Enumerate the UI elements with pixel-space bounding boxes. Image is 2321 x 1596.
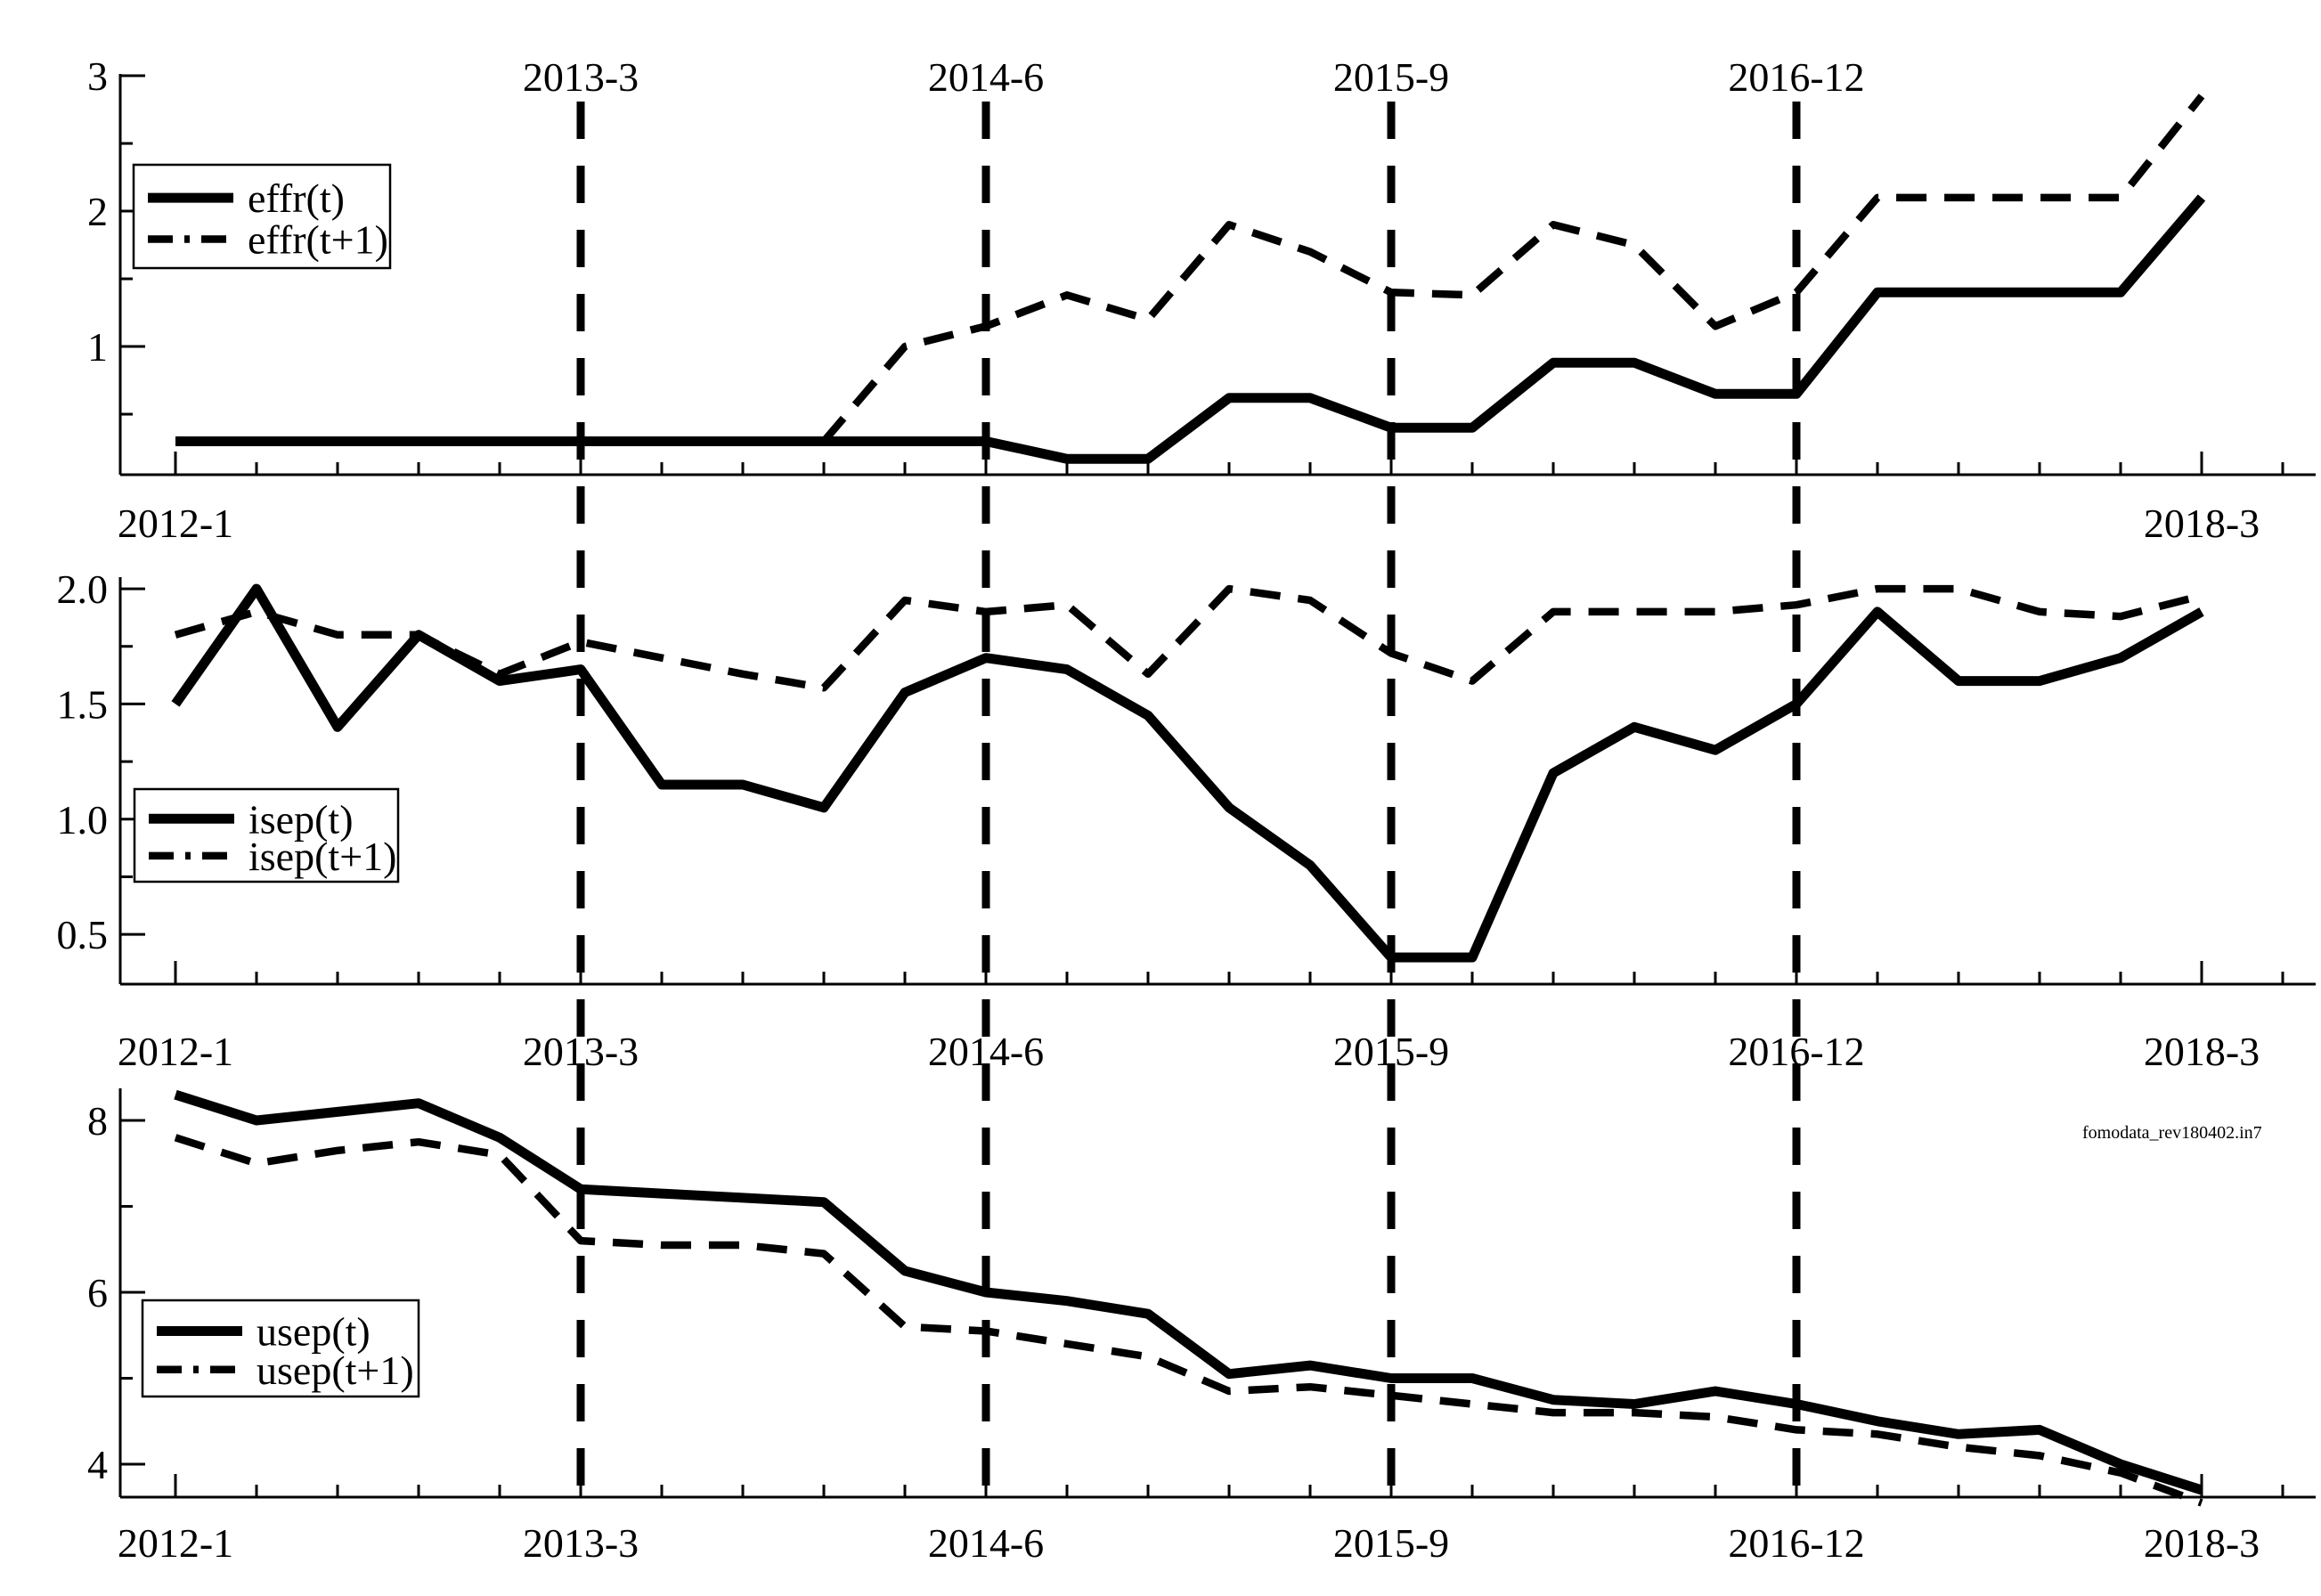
x-axis-label-rows: 2013-3 2014-6 2015-9 2016-12 2012-1 2018-3 201… [118, 54, 2260, 1566]
x-tick-label: 2018-3 [2144, 501, 2260, 546]
panel-effr: 1 2 3 effr(t)effr(t+1) [87, 53, 2316, 476]
x-tick-label: 2016-12 [1728, 1520, 1864, 1566]
x-tick-label: 2012-1 [118, 1029, 233, 1074]
y-tick-label: 1.5 [57, 681, 109, 727]
x-tick-label: 2018-3 [2144, 1520, 2260, 1566]
series-line-effr(t+1) [820, 94, 2205, 444]
legend-box [141, 1299, 420, 1398]
x-tick-label: 2014-6 [928, 1520, 1044, 1566]
y-tick-label: 2 [87, 189, 108, 234]
legend-label: effr(t) [248, 175, 345, 221]
x-tick-label: 2013-3 [523, 1029, 639, 1074]
legend-label: usep(t+1) [257, 1348, 414, 1393]
x-tick-label: 2015-9 [1333, 1520, 1449, 1566]
legend-isep: isep(t)isep(t+1) [133, 787, 400, 884]
x-tick-label: 2018-3 [2144, 1029, 2260, 1074]
y-tick-label: 0.5 [57, 912, 109, 957]
legend-box [132, 163, 392, 270]
x-tick-label: 2013-3 [523, 1520, 639, 1566]
panel-usep: 4 6 8 usep(t)usep(t+1) [87, 1088, 2316, 1507]
x-tick-label: 2016-12 [1728, 54, 1864, 100]
x-tick-label: 2015-9 [1333, 1029, 1449, 1074]
series-line-effr(t) [175, 194, 2206, 464]
x-tick-label: 2012-1 [118, 501, 233, 546]
legend-label: effr(t+1) [248, 217, 388, 263]
y-tick-label: 3 [87, 53, 108, 99]
event-vlines [576, 102, 1801, 1497]
legend-box [133, 787, 400, 884]
legend-label: usep(t) [257, 1309, 371, 1355]
x-tick-label: 2012-1 [118, 1520, 233, 1566]
legend-usep: usep(t)usep(t+1) [141, 1299, 420, 1398]
dataset-annotation: fomodata_rev180402.in7 [2082, 1123, 2262, 1143]
x-tick-label: 2014-6 [928, 1029, 1044, 1074]
y-tick-label: 8 [87, 1098, 108, 1144]
series-line-usep(t) [174, 1089, 2203, 1495]
x-tick-label: 2015-9 [1333, 54, 1449, 100]
series-line-isep(t) [171, 583, 2204, 963]
legend-effr: effr(t)effr(t+1) [132, 163, 392, 270]
legend-label: isep(t) [248, 796, 354, 842]
x-tick-label: 2013-3 [523, 54, 639, 100]
series-line-isep(t+1) [174, 584, 2203, 692]
y-tick-label: 1 [87, 324, 108, 370]
y-tick-label: 6 [87, 1270, 108, 1315]
y-tick-label: 4 [87, 1442, 108, 1487]
y-tick-label: 1.0 [57, 797, 109, 843]
y-tick-label: 2.0 [57, 566, 109, 612]
x-tick-label: 2016-12 [1728, 1029, 1864, 1074]
x-tick-label: 2014-6 [928, 54, 1044, 100]
panel-isep: 0.5 1.0 1.5 2.0 isep(t)isep(t+1) [57, 566, 2316, 986]
legend-label: isep(t+1) [248, 834, 396, 879]
series-line-usep(t+1) [174, 1134, 2203, 1507]
